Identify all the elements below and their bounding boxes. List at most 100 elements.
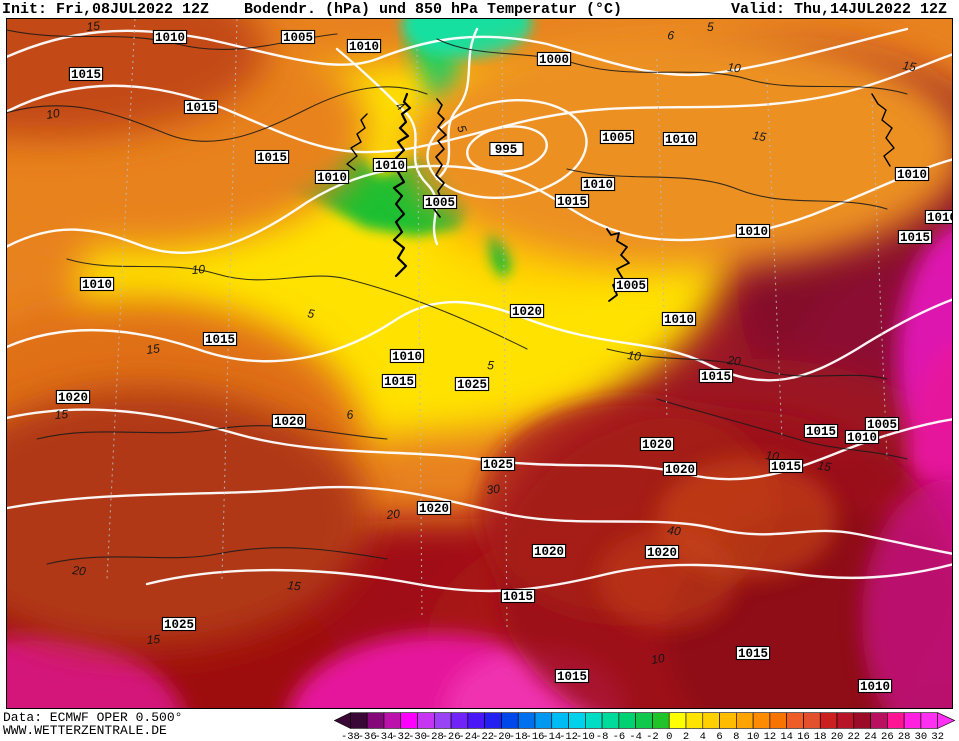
svg-text:-22: -22 <box>475 731 494 741</box>
svg-text:-8: -8 <box>596 731 609 741</box>
svg-text:1015: 1015 <box>557 670 587 684</box>
svg-text:-6: -6 <box>613 731 626 741</box>
svg-text:10: 10 <box>747 731 760 741</box>
svg-text:1020: 1020 <box>274 415 304 429</box>
svg-text:15: 15 <box>54 407 69 422</box>
svg-text:30: 30 <box>486 482 501 497</box>
svg-text:1005: 1005 <box>867 418 897 432</box>
svg-text:18: 18 <box>814 731 827 741</box>
svg-text:1005: 1005 <box>616 279 646 293</box>
svg-text:10: 10 <box>627 348 642 364</box>
svg-text:10: 10 <box>45 106 61 122</box>
svg-text:16: 16 <box>797 731 810 741</box>
svg-text:1025: 1025 <box>164 618 194 632</box>
svg-text:15: 15 <box>146 632 161 647</box>
svg-text:1000: 1000 <box>539 53 569 67</box>
svg-text:15: 15 <box>751 128 767 144</box>
svg-text:12: 12 <box>764 731 777 741</box>
svg-text:1020: 1020 <box>647 546 677 560</box>
svg-text:1010: 1010 <box>317 171 347 185</box>
svg-text:20: 20 <box>831 731 844 741</box>
svg-text:-20: -20 <box>492 731 511 741</box>
svg-text:40: 40 <box>667 523 682 538</box>
svg-text:-24: -24 <box>458 731 477 741</box>
svg-text:5: 5 <box>487 358 495 372</box>
svg-text:-4: -4 <box>629 731 642 741</box>
svg-text:1020: 1020 <box>642 438 672 452</box>
svg-text:10: 10 <box>191 262 206 277</box>
svg-text:1025: 1025 <box>483 458 513 472</box>
svg-text:1010: 1010 <box>847 431 877 445</box>
svg-text:1010: 1010 <box>927 211 953 225</box>
svg-text:5: 5 <box>306 306 315 321</box>
svg-text:1010: 1010 <box>349 40 379 54</box>
svg-text:1020: 1020 <box>512 305 542 319</box>
svg-text:995: 995 <box>495 143 518 157</box>
svg-text:1020: 1020 <box>665 463 695 477</box>
svg-text:10: 10 <box>650 651 666 667</box>
svg-text:15: 15 <box>287 578 302 593</box>
svg-text:28: 28 <box>898 731 911 741</box>
svg-text:1005: 1005 <box>425 196 455 210</box>
svg-text:-14: -14 <box>542 731 561 741</box>
svg-text:20: 20 <box>385 507 401 522</box>
svg-text:2: 2 <box>683 731 689 741</box>
svg-text:15: 15 <box>86 19 101 34</box>
svg-text:1010: 1010 <box>583 178 613 192</box>
svg-text:1015: 1015 <box>186 101 216 115</box>
svg-text:6: 6 <box>667 28 675 43</box>
svg-text:1015: 1015 <box>738 647 768 661</box>
svg-text:24: 24 <box>864 731 877 741</box>
svg-text:1010: 1010 <box>665 133 695 147</box>
svg-text:1015: 1015 <box>900 231 930 245</box>
svg-text:0: 0 <box>666 731 672 741</box>
svg-text:26: 26 <box>881 731 894 741</box>
svg-text:20: 20 <box>726 353 742 368</box>
svg-text:5: 5 <box>454 123 470 134</box>
svg-text:1010: 1010 <box>860 680 890 694</box>
svg-text:15: 15 <box>816 458 832 474</box>
svg-text:1010: 1010 <box>664 313 694 327</box>
svg-text:1015: 1015 <box>384 375 414 389</box>
svg-text:1010: 1010 <box>375 159 405 173</box>
svg-text:1010: 1010 <box>897 168 927 182</box>
svg-text:32: 32 <box>931 731 944 741</box>
svg-text:4: 4 <box>700 731 706 741</box>
svg-text:-2: -2 <box>646 731 659 741</box>
svg-text:1015: 1015 <box>557 195 587 209</box>
svg-text:6: 6 <box>716 731 722 741</box>
svg-text:-32: -32 <box>391 731 410 741</box>
svg-text:1020: 1020 <box>58 391 88 405</box>
svg-text:-16: -16 <box>526 731 545 741</box>
svg-text:-38: -38 <box>341 731 360 741</box>
svg-text:-12: -12 <box>559 731 578 741</box>
svg-text:1020: 1020 <box>419 502 449 516</box>
svg-text:14: 14 <box>780 731 793 741</box>
svg-text:-34: -34 <box>375 731 394 741</box>
svg-text:1015: 1015 <box>701 370 731 384</box>
svg-text:10: 10 <box>727 60 742 75</box>
svg-text:8: 8 <box>733 731 739 741</box>
svg-text:1005: 1005 <box>283 31 313 45</box>
svg-text:1015: 1015 <box>503 590 533 604</box>
svg-text:1010: 1010 <box>82 278 112 292</box>
svg-text:1015: 1015 <box>806 425 836 439</box>
svg-text:1010: 1010 <box>738 225 768 239</box>
svg-text:-36: -36 <box>358 731 377 741</box>
svg-text:1010: 1010 <box>392 350 422 364</box>
svg-text:1020: 1020 <box>534 545 564 559</box>
svg-text:1010: 1010 <box>155 31 185 45</box>
svg-text:5: 5 <box>707 20 714 34</box>
svg-text:6: 6 <box>346 407 354 422</box>
svg-text:-28: -28 <box>425 731 444 741</box>
svg-text:1015: 1015 <box>205 333 235 347</box>
svg-text:30: 30 <box>915 731 928 741</box>
svg-text:1005: 1005 <box>602 131 632 145</box>
svg-text:1025: 1025 <box>457 378 487 392</box>
svg-text:-10: -10 <box>576 731 595 741</box>
svg-text:1015: 1015 <box>771 460 801 474</box>
svg-text:1015: 1015 <box>71 68 101 82</box>
svg-text:15: 15 <box>145 341 160 357</box>
svg-text:-18: -18 <box>509 731 528 741</box>
svg-text:-30: -30 <box>408 731 427 741</box>
